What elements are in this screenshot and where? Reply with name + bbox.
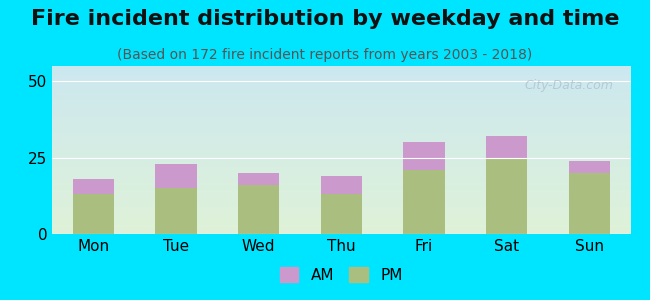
Bar [486,158,527,234]
Bar [155,164,196,188]
Bar [403,170,445,234]
Bar [73,194,114,234]
Bar [73,179,114,194]
Bar [155,188,196,234]
Bar [569,161,610,173]
Text: Fire incident distribution by weekday and time: Fire incident distribution by weekday an… [31,9,619,29]
Text: (Based on 172 fire incident reports from years 2003 - 2018): (Based on 172 fire incident reports from… [118,48,532,62]
Bar [320,176,362,194]
Bar [569,173,610,234]
Bar [403,142,445,170]
Bar [320,194,362,234]
Bar [238,185,280,234]
Text: City-Data.com: City-Data.com [525,80,613,92]
Legend: AM, PM: AM, PM [272,259,410,290]
Bar [238,173,280,185]
Bar [486,136,527,158]
